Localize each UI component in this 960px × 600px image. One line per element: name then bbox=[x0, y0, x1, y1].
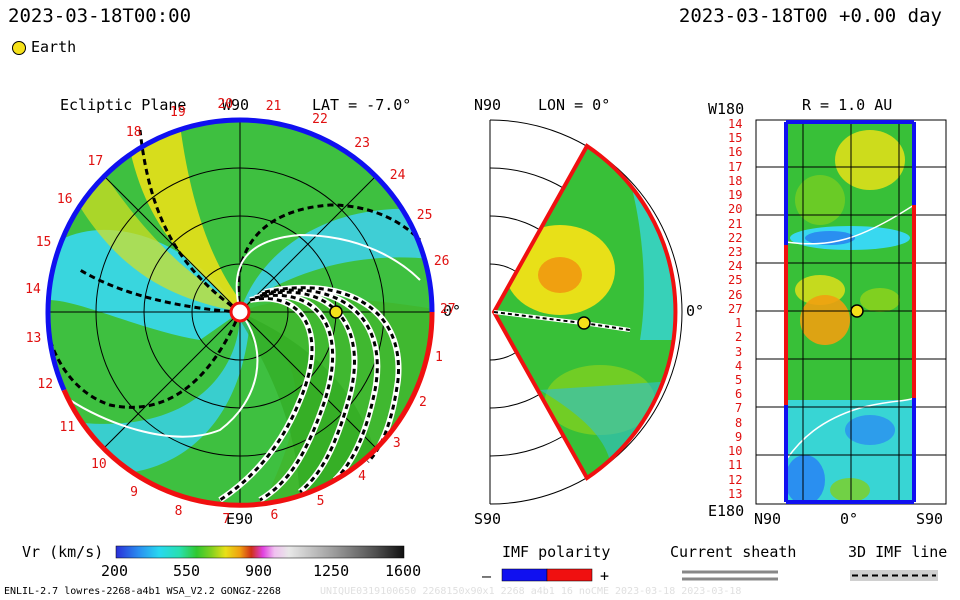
meridional-top-label: N90 bbox=[474, 96, 502, 114]
radial-row-label: 3 bbox=[735, 344, 743, 359]
rotation-label: 27 bbox=[439, 301, 456, 317]
ecliptic-plane-panel bbox=[45, 117, 435, 508]
imf-plus-label: + bbox=[600, 567, 610, 585]
rotation-label: 3 bbox=[392, 435, 401, 451]
meridional-panel bbox=[489, 119, 683, 505]
earth-legend-marker bbox=[12, 41, 26, 55]
radial-row-label: 24 bbox=[728, 259, 743, 274]
meridional-lon-label: LON = 0° bbox=[538, 96, 611, 114]
radial-row-label: 1 bbox=[735, 316, 743, 331]
radial-row-label: 7 bbox=[735, 401, 743, 416]
radial-row-label: 27 bbox=[728, 301, 743, 316]
rotation-label: 2 bbox=[418, 395, 427, 411]
imf-minus-label: – bbox=[482, 567, 492, 585]
radial-row-label: 15 bbox=[728, 131, 743, 146]
radial-row-label: 8 bbox=[735, 415, 743, 430]
rotation-label: 7 bbox=[222, 511, 231, 527]
rotation-label: 21 bbox=[265, 98, 282, 114]
imf-line-label: 3D IMF line bbox=[848, 543, 948, 561]
rotation-label: 6 bbox=[270, 508, 279, 524]
meridional-bottom-label: S90 bbox=[474, 510, 502, 528]
radial-row-label: 2 bbox=[735, 330, 743, 345]
current-sheath-label: Current sheath bbox=[670, 543, 797, 561]
colorbar bbox=[115, 545, 405, 559]
timestamp-left: 2023-03-18T00:00 bbox=[8, 5, 192, 27]
radial-row-label: 6 bbox=[735, 387, 743, 402]
rotation-label: 10 bbox=[91, 456, 107, 472]
rotation-label: 20 bbox=[217, 96, 234, 112]
ecliptic-title: Ecliptic Plane bbox=[60, 96, 187, 114]
radial-row-label: 9 bbox=[735, 429, 743, 444]
colorbar-tick-1250: 1250 bbox=[313, 562, 350, 580]
rotation-label: 24 bbox=[389, 168, 406, 184]
imf-polarity-label: IMF polarity bbox=[502, 543, 611, 561]
colorbar-tick-1600: 1600 bbox=[385, 562, 422, 580]
radial-top-left-label: W180 bbox=[708, 100, 745, 118]
radial-row-label: 21 bbox=[728, 216, 743, 231]
radial-row-label: 17 bbox=[728, 159, 743, 174]
radial-row-label: 23 bbox=[728, 245, 743, 259]
rotation-label: 18 bbox=[125, 125, 142, 141]
imf-negative-swatch bbox=[501, 568, 548, 582]
radial-x-label-s90: S90 bbox=[916, 510, 944, 528]
rotation-label: 1 bbox=[434, 349, 443, 365]
colorbar-tick-200: 200 bbox=[101, 562, 129, 580]
radial-row-label: 20 bbox=[728, 202, 743, 217]
ecliptic-bottom-label: E90 bbox=[226, 510, 254, 528]
meridional-right-label: 0° bbox=[686, 302, 705, 320]
colorbar-tick-900: 900 bbox=[245, 562, 273, 580]
rotation-label: 4 bbox=[358, 469, 366, 485]
rotation-label: 9 bbox=[130, 485, 138, 501]
footer-right: UNIQUE0319100650 2268150x90x1 2268 a4b1 … bbox=[320, 586, 742, 597]
rotation-label: 26 bbox=[433, 253, 450, 269]
radial-x-label-n90: N90 bbox=[754, 510, 782, 528]
earth-marker-radial bbox=[850, 304, 864, 318]
rotation-label: 12 bbox=[37, 377, 54, 393]
rotation-label: 23 bbox=[354, 135, 370, 151]
rotation-label: 25 bbox=[416, 208, 433, 224]
rotation-label: 11 bbox=[59, 420, 76, 436]
earth-legend-label: Earth bbox=[31, 38, 77, 56]
ecliptic-right-label: 0° bbox=[443, 302, 462, 320]
earth-marker-ecliptic bbox=[329, 305, 343, 319]
rotation-label: 8 bbox=[174, 503, 183, 519]
radial-bottom-left-label: E180 bbox=[708, 502, 745, 520]
ecliptic-lat-label: LAT = -7.0° bbox=[312, 96, 412, 114]
rotation-label: 14 bbox=[25, 282, 41, 298]
timestamp-right: 2023-03-18T00 +0.00 day bbox=[678, 5, 942, 27]
radial-row-label: 12 bbox=[728, 472, 743, 487]
radial-row-label: 11 bbox=[728, 458, 743, 473]
radial-row-label: 18 bbox=[728, 173, 743, 188]
radial-row-label: 14 bbox=[728, 117, 743, 131]
radial-row-label: 10 bbox=[728, 444, 743, 459]
ecliptic-top-label: W90 bbox=[222, 96, 250, 114]
rotation-label: 15 bbox=[35, 235, 52, 251]
earth-marker-meridional bbox=[577, 316, 591, 330]
radial-row-label: 4 bbox=[735, 358, 743, 373]
sun-marker bbox=[229, 301, 251, 323]
radial-row-label: 16 bbox=[728, 145, 743, 160]
rotation-label: 19 bbox=[170, 105, 186, 121]
colorbar-tick-550: 550 bbox=[173, 562, 201, 580]
rotation-label: 17 bbox=[87, 154, 104, 170]
radial-row-label: 25 bbox=[728, 273, 743, 288]
footer-left: ENLIL-2.7 lowres-2268-a4b1 WSA_V2.2 GONG… bbox=[4, 586, 281, 597]
radial-r-label: R = 1.0 AU bbox=[802, 96, 893, 114]
rotation-label: 22 bbox=[312, 112, 328, 128]
radial-panel bbox=[755, 119, 947, 505]
rotation-label: 16 bbox=[56, 191, 73, 207]
radial-x-label-0: 0° bbox=[840, 510, 859, 528]
radial-row-label: 13 bbox=[728, 486, 743, 501]
colorbar-label: Vr (km/s) bbox=[22, 543, 104, 561]
rotation-label: 5 bbox=[316, 494, 325, 510]
radial-row-label: 22 bbox=[728, 230, 743, 245]
radial-row-label: 19 bbox=[728, 188, 743, 203]
imf-positive-swatch bbox=[546, 568, 593, 582]
rotation-label: 13 bbox=[25, 330, 42, 346]
radial-row-label: 26 bbox=[728, 287, 743, 302]
radial-row-label: 5 bbox=[735, 373, 743, 387]
